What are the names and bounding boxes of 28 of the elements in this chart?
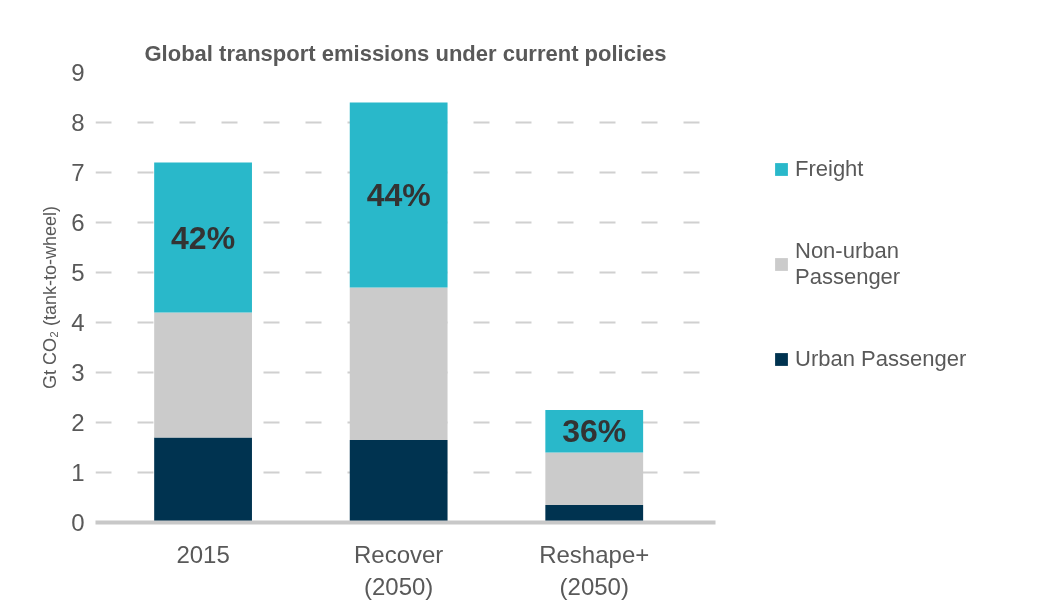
bar (154, 437, 252, 523)
bar (349, 102, 448, 288)
x-tick-label: 2015 (176, 540, 230, 568)
y-tick-label: 2 (71, 409, 85, 436)
y-tick-label: 5 (71, 259, 85, 286)
x-tick-label: Reshape+ (2050) (539, 540, 650, 600)
legend-label: Non-urban Passenger (795, 238, 901, 290)
x-tick-label: Recover (2050) (353, 540, 444, 600)
y-tick-label: 9 (71, 59, 85, 86)
legend-label: Urban Passenger (795, 346, 967, 372)
annotation: 44% (366, 177, 431, 213)
bar (154, 162, 252, 313)
y-axis-title: Gt CO₂ (tank-to-wheel) (40, 205, 61, 390)
y-tick-label: 7 (71, 159, 85, 186)
annotation: 42% (171, 219, 236, 256)
y-tick-label: 8 (71, 109, 85, 136)
bar (545, 505, 644, 523)
legend-label: Freight (795, 156, 864, 182)
y-tick-label: 3 (71, 359, 85, 386)
annotation: 36% (562, 413, 627, 450)
bar (154, 312, 252, 438)
y-tick-label: 0 (71, 509, 85, 536)
bar (349, 440, 448, 523)
bar (349, 287, 448, 440)
y-tick-label: 4 (71, 309, 85, 336)
y-tick-label: 1 (71, 459, 85, 486)
y-tick-label: 6 (71, 209, 85, 236)
chart-title: Global transport emissions under current policies (144, 40, 667, 66)
